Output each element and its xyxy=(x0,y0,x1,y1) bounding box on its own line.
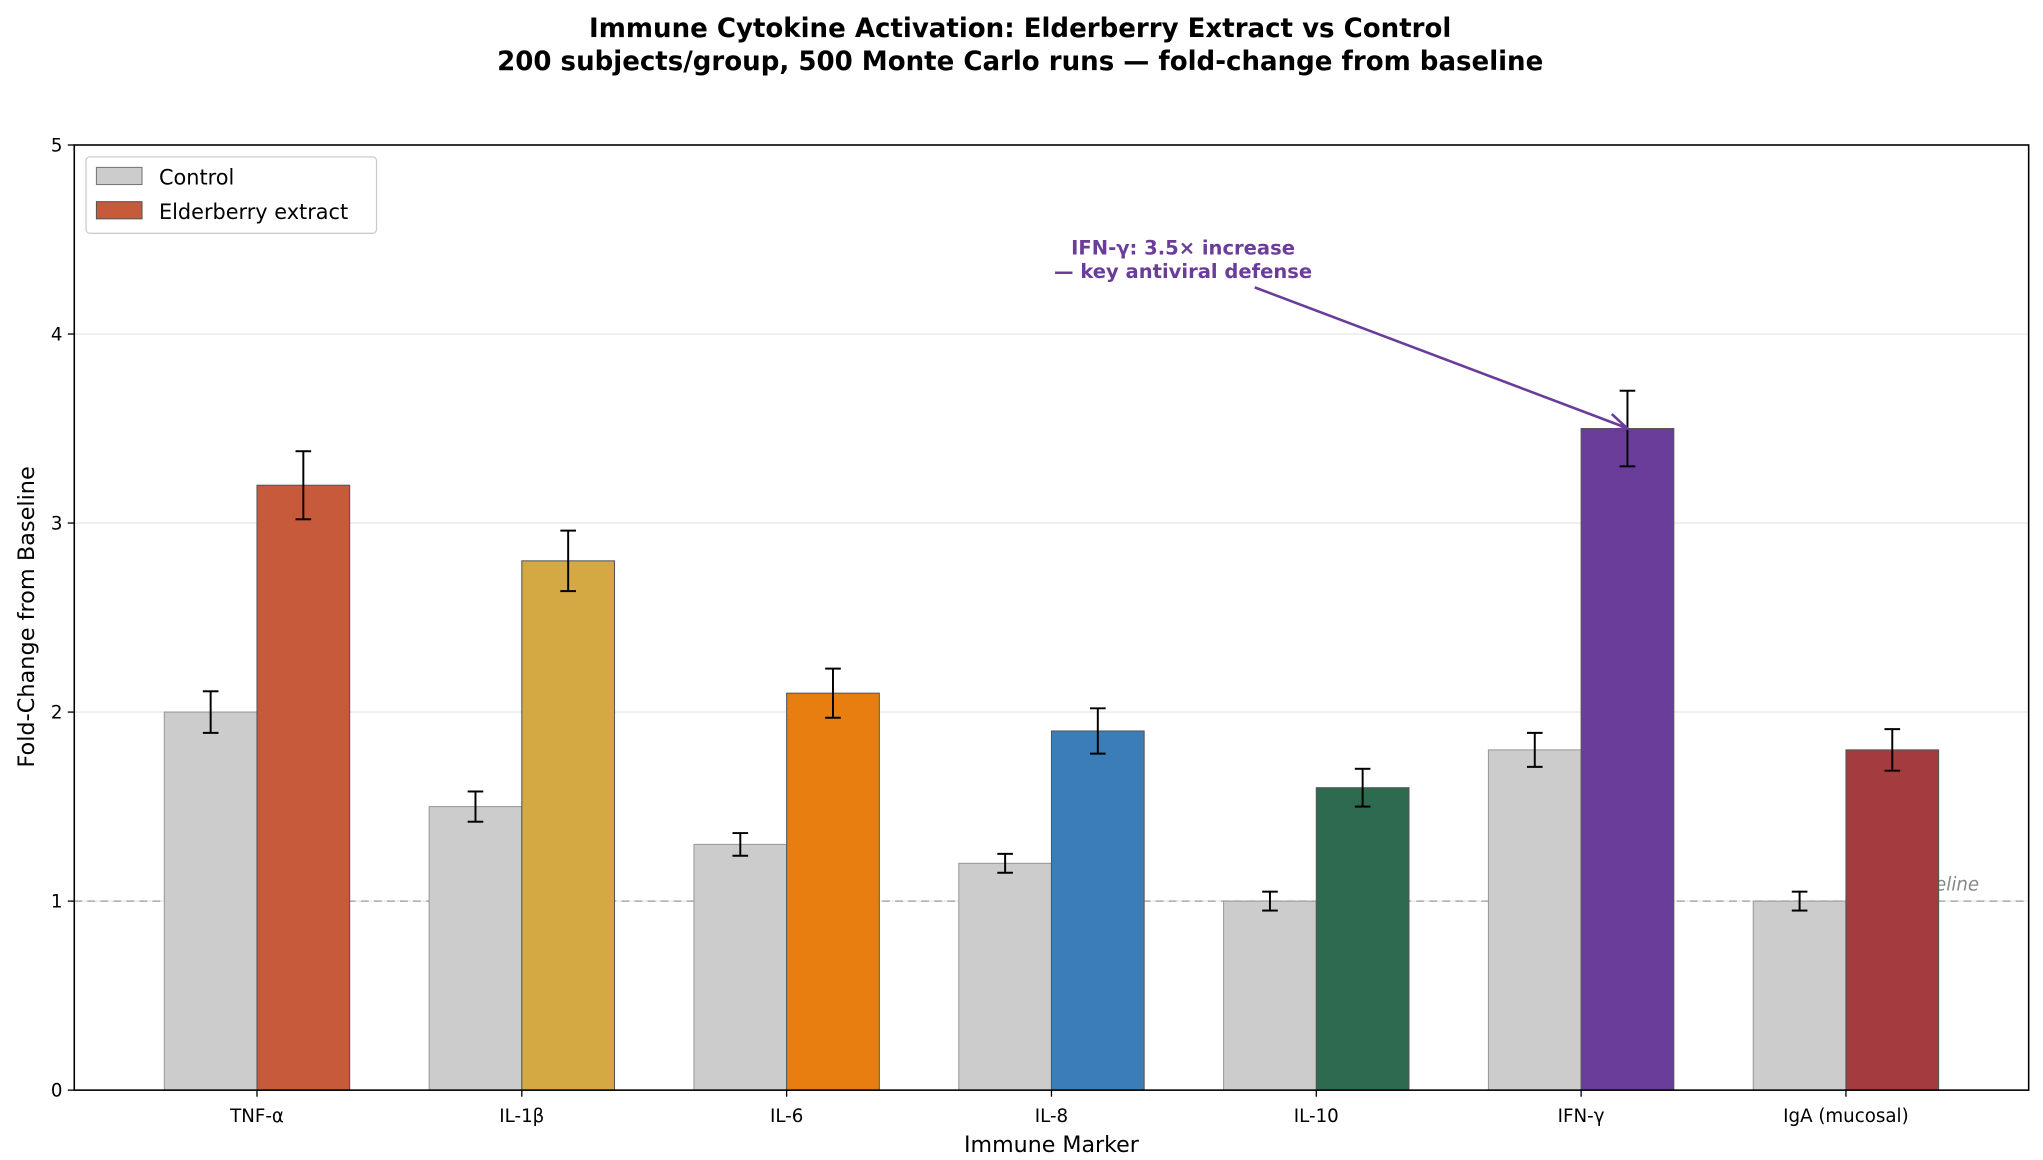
plot-frame xyxy=(73,144,2030,1091)
x-tick-label: IL-10 xyxy=(1294,1106,1339,1127)
annotation-arrow xyxy=(1254,286,1626,429)
x-tick-label: IFN-γ xyxy=(1558,1106,1605,1127)
bar-elderberry xyxy=(1315,787,1410,1091)
legend-label-elderberry: Elderberry extract xyxy=(159,200,348,224)
y-tick-label: 4 xyxy=(51,325,63,346)
chart-subtitle: 200 subjects/group, 500 Monte Carlo runs… xyxy=(497,47,1543,77)
legend: Control Elderberry extract xyxy=(85,156,378,234)
legend-swatch-control xyxy=(95,166,143,186)
bar-elderberry xyxy=(521,560,616,1091)
arrowhead-icon xyxy=(1607,413,1631,432)
chart-title: Immune Cytokine Activation: Elderberry E… xyxy=(589,14,1451,44)
x-tick-label: TNF-α xyxy=(229,1106,284,1127)
bar-elderberry xyxy=(1580,428,1675,1091)
x-tick-label: IL-1β xyxy=(499,1106,544,1127)
y-axis-label: Fold-Change from Baseline xyxy=(14,466,40,767)
bar-control xyxy=(1752,900,1847,1091)
annotation-text: IFN-γ: 3.5× increase xyxy=(1071,236,1295,259)
bar-elderberry xyxy=(256,484,351,1091)
y-tick-label: 2 xyxy=(51,703,63,724)
x-tick-label: IL-8 xyxy=(1035,1106,1068,1127)
bar-elderberry xyxy=(1845,749,1940,1091)
y-tick-label: 0 xyxy=(51,1081,63,1102)
bar-control xyxy=(958,862,1052,1091)
bar-control xyxy=(428,806,523,1091)
bar-control xyxy=(1223,900,1317,1091)
y-tick-label: 3 xyxy=(51,514,63,535)
bar-elderberry xyxy=(786,692,880,1091)
y-tick-label: 5 xyxy=(51,135,63,156)
x-tick-label: IgA (mucosal) xyxy=(1783,1106,1909,1127)
bar-control xyxy=(1487,749,1582,1091)
x-axis-label: Immune Marker xyxy=(964,1132,1140,1158)
y-tick-label: 1 xyxy=(51,892,63,913)
x-tick-label: IL-6 xyxy=(770,1106,803,1127)
bar-control xyxy=(693,843,788,1091)
bar-elderberry xyxy=(1050,730,1145,1091)
legend-swatch-elderberry xyxy=(95,201,143,220)
legend-label-control: Control xyxy=(159,165,234,189)
annotation-text: — key antiviral defense xyxy=(1054,260,1312,283)
bar-control xyxy=(163,711,258,1091)
